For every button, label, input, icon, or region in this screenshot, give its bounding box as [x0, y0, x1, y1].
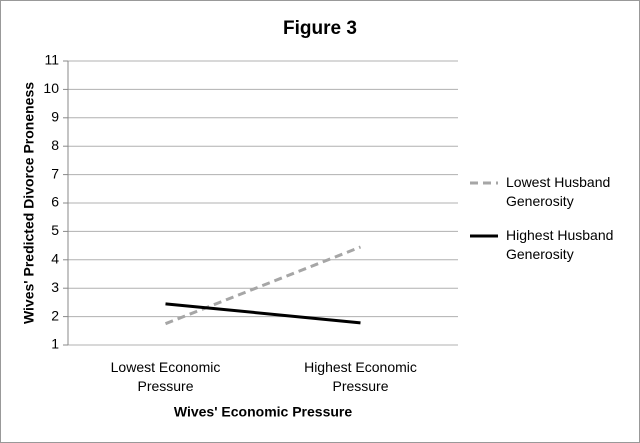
series-line	[165, 302, 361, 325]
y-tick-label: 4	[51, 251, 59, 267]
chart-title: Figure 3	[283, 18, 357, 39]
x-axis-label: Wives' Economic Pressure	[174, 404, 352, 420]
y-axis-label: Wives' Predicted Divorce Proneness	[21, 82, 37, 324]
y-tick-label: 11	[44, 52, 59, 68]
y-tick-label: 9	[51, 109, 59, 125]
x-tick-label: Lowest Economic Pressure	[110, 359, 221, 394]
y-tick-label: 10	[43, 80, 59, 96]
legend-label: Lowest Husband Generosity	[506, 174, 611, 209]
y-tick-label: 7	[51, 165, 59, 181]
y-tick-label: 6	[51, 194, 59, 210]
legend-label: Highest Husband Generosity	[506, 227, 614, 262]
y-tick-label: 5	[51, 222, 59, 238]
y-tick-label: 2	[51, 307, 59, 323]
y-tick-label: 1	[51, 336, 59, 352]
series-line	[164, 245, 362, 326]
x-tick-label: Highest Economic Pressure	[304, 359, 417, 394]
y-tick-label: 3	[51, 279, 59, 295]
y-tick-label: 8	[51, 137, 59, 153]
